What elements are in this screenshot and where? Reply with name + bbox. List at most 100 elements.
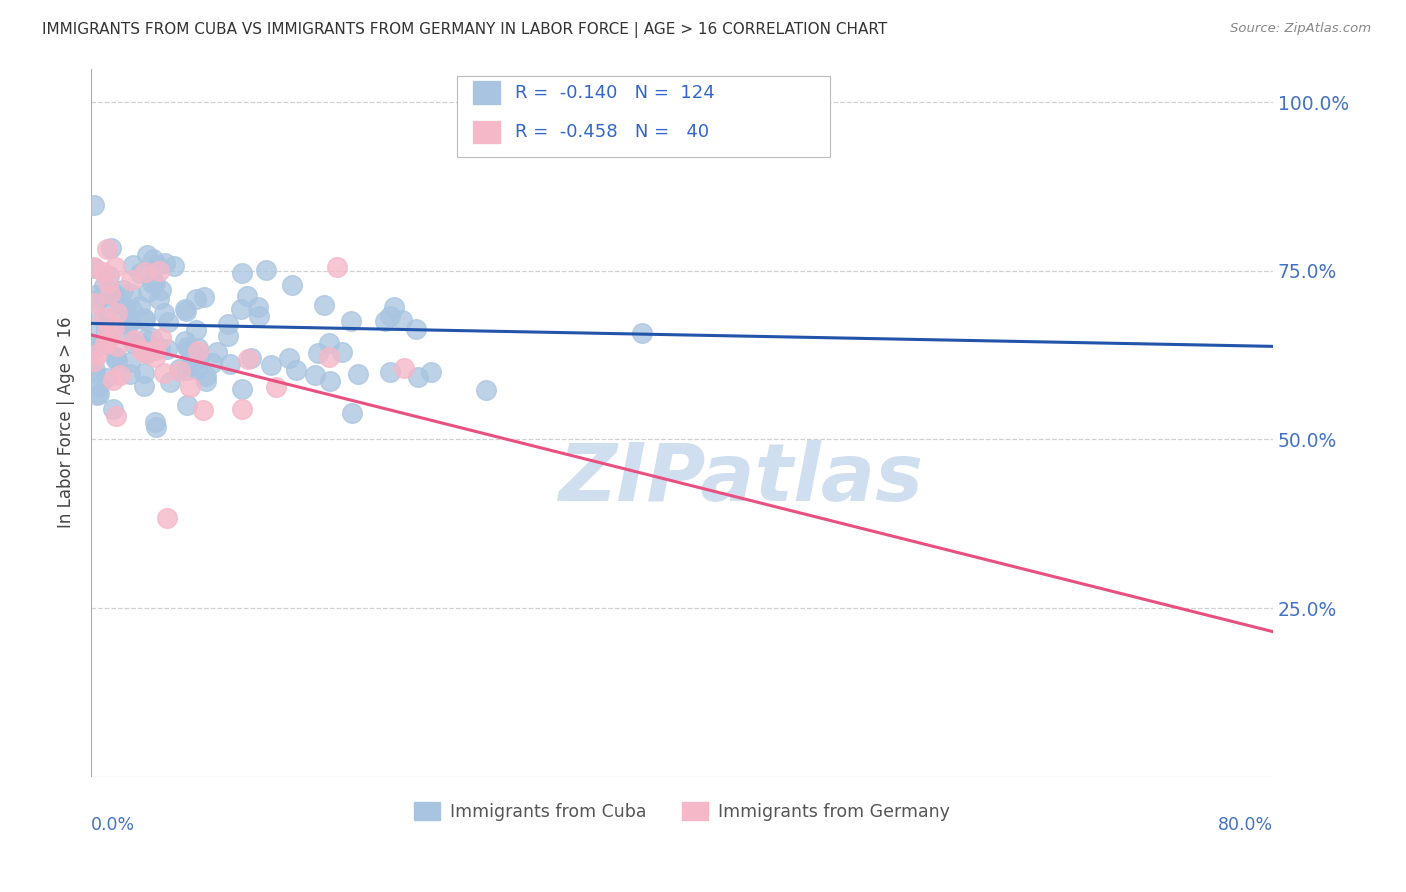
Point [115, 318, 138, 333]
Text: R =  -0.458   N =   40: R = -0.458 N = 40 [516, 123, 710, 141]
Point [148, 264, 170, 278]
Point [180, 358, 202, 372]
Point [83, 287, 105, 301]
Point [184, 323, 207, 337]
Point [159, 375, 181, 389]
Point [114, 326, 136, 341]
Point [93, 310, 115, 325]
Point [141, 331, 163, 345]
Point [86, 388, 108, 402]
Point [104, 351, 127, 366]
Point [98, 287, 121, 301]
Point [96, 370, 118, 384]
Point [91, 265, 114, 279]
Point [167, 362, 190, 376]
Point [347, 367, 370, 381]
Point [217, 328, 239, 343]
Point [93, 337, 115, 351]
Point [339, 314, 361, 328]
Point [380, 309, 402, 323]
Point [146, 258, 169, 272]
Point [631, 326, 654, 340]
Point [100, 241, 122, 255]
Point [103, 321, 125, 335]
Point [87, 379, 110, 393]
Point [135, 345, 157, 359]
Point [319, 375, 342, 389]
Point [236, 351, 259, 366]
Point [254, 262, 277, 277]
Point [155, 256, 177, 270]
Point [115, 316, 138, 330]
Point [195, 368, 218, 383]
Point [105, 339, 128, 353]
Point [136, 346, 159, 360]
Point [103, 290, 125, 304]
Point [169, 364, 191, 378]
Point [83, 353, 105, 368]
Point [122, 336, 145, 351]
Point [176, 398, 198, 412]
Point [143, 415, 166, 429]
FancyBboxPatch shape [471, 120, 501, 144]
Point [278, 351, 301, 365]
Point [96, 325, 118, 339]
Point [391, 312, 413, 326]
Point [325, 260, 347, 274]
Point [318, 350, 340, 364]
Point [155, 510, 177, 524]
Point [101, 402, 124, 417]
Point [104, 409, 127, 424]
Point [83, 342, 105, 356]
Point [312, 298, 335, 312]
Point [103, 285, 125, 300]
Point [111, 283, 134, 297]
Point [231, 402, 253, 417]
Legend: Immigrants from Cuba, Immigrants from Germany: Immigrants from Cuba, Immigrants from Ge… [408, 796, 957, 828]
Point [153, 305, 176, 319]
Point [122, 258, 145, 272]
Point [281, 278, 304, 293]
Point [141, 277, 163, 291]
Point [231, 382, 253, 396]
Point [97, 333, 120, 347]
Point [240, 351, 263, 366]
FancyBboxPatch shape [457, 76, 830, 157]
Point [134, 265, 156, 279]
Point [179, 380, 201, 394]
Point [330, 345, 353, 359]
Point [266, 380, 288, 394]
Point [406, 370, 429, 384]
Point [260, 358, 283, 372]
Point [105, 353, 128, 368]
Point [121, 303, 143, 318]
Point [136, 285, 159, 299]
Point [285, 363, 308, 377]
Point [120, 315, 142, 329]
Point [318, 336, 340, 351]
Point [134, 333, 156, 347]
Text: 80.0%: 80.0% [1218, 815, 1272, 833]
Point [173, 334, 195, 348]
Point [173, 302, 195, 317]
Point [247, 309, 270, 323]
Point [145, 420, 167, 434]
Point [184, 293, 207, 307]
Point [188, 350, 211, 364]
Point [96, 242, 118, 256]
Point [193, 290, 215, 304]
Point [86, 347, 108, 361]
Text: 0.0%: 0.0% [91, 815, 135, 833]
Point [176, 340, 198, 354]
Point [177, 342, 200, 356]
Point [83, 296, 105, 310]
Point [394, 361, 416, 376]
Point [97, 277, 120, 291]
Point [96, 319, 118, 334]
Point [132, 310, 155, 325]
Text: ZIPatlas: ZIPatlas [558, 441, 924, 518]
Point [83, 261, 105, 276]
Point [93, 279, 115, 293]
Point [117, 315, 139, 329]
Point [340, 406, 363, 420]
